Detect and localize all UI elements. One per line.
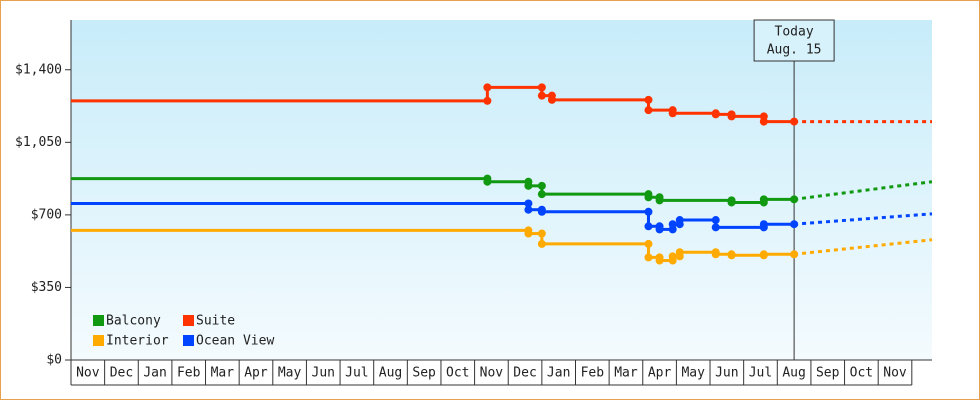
price-point xyxy=(524,205,533,214)
series xyxy=(71,83,932,126)
price-point xyxy=(537,205,546,214)
today-label: Today xyxy=(775,25,814,40)
legend-swatch xyxy=(183,315,194,326)
price-point xyxy=(644,95,653,104)
x-tick-label: Jun xyxy=(715,366,738,381)
x-tick-label: Dec xyxy=(110,366,133,381)
x-tick-label: Nov xyxy=(883,366,907,381)
price-point xyxy=(655,193,664,202)
plot-area xyxy=(71,20,932,360)
x-tick-label: Sep xyxy=(816,366,840,381)
today-box xyxy=(753,19,835,62)
legend-swatch xyxy=(183,335,194,346)
price-point xyxy=(790,250,799,259)
y-tick-label: $700 xyxy=(31,207,62,222)
price-point xyxy=(759,112,768,121)
price-point xyxy=(727,196,736,205)
y-tick-label: $350 xyxy=(31,280,62,295)
forecast-line xyxy=(793,180,933,201)
price-point xyxy=(727,250,736,259)
price-point xyxy=(644,207,653,216)
price-point xyxy=(759,251,768,260)
price-point xyxy=(711,109,720,118)
price-point xyxy=(711,216,720,225)
price-point xyxy=(524,226,533,235)
x-tick-label: Jan xyxy=(143,366,166,381)
x-tick-label: Jul xyxy=(345,366,368,381)
x-tick-label: Jun xyxy=(312,366,335,381)
y-tick-label: $1,050 xyxy=(15,135,62,150)
legend-label: Suite xyxy=(196,314,235,329)
price-point xyxy=(483,83,492,92)
price-point xyxy=(675,252,684,261)
x-tick-label: Jul xyxy=(749,366,772,381)
legend-swatch xyxy=(93,335,104,346)
price-point xyxy=(759,223,768,232)
x-tick-label: Sep xyxy=(412,366,436,381)
x-tick-label: Feb xyxy=(581,366,605,381)
x-tick-label: Apr xyxy=(648,366,672,381)
price-point xyxy=(483,174,492,183)
forecast-line xyxy=(793,212,933,226)
y-tick-label: $0 xyxy=(46,353,62,368)
price-point xyxy=(711,248,720,257)
legend-label: Interior xyxy=(106,334,169,349)
x-tick-label: Feb xyxy=(177,366,201,381)
x-tick-label: Jan xyxy=(547,366,570,381)
price-point xyxy=(644,106,653,115)
x-tick-label: Oct xyxy=(446,366,469,381)
price-point xyxy=(537,229,546,238)
x-tick-label: Apr xyxy=(244,366,268,381)
price-point xyxy=(524,199,533,208)
x-tick-label: Nov xyxy=(480,366,504,381)
legend-label: Ocean View xyxy=(196,334,274,349)
price-point xyxy=(644,239,653,248)
price-point xyxy=(537,83,546,92)
legend-label: Balcony xyxy=(106,314,161,329)
price-point xyxy=(537,181,546,190)
x-tick-label: Dec xyxy=(513,366,536,381)
x-tick-label: May xyxy=(681,366,705,381)
price-point xyxy=(547,91,556,100)
price-point xyxy=(644,222,653,231)
y-tick-label: $1,400 xyxy=(15,62,62,77)
price-point xyxy=(759,198,768,207)
x-tick-label: Mar xyxy=(614,366,638,381)
series xyxy=(71,226,933,265)
price-point xyxy=(483,96,492,105)
price-point xyxy=(668,256,677,265)
price-point xyxy=(537,239,546,248)
price-point xyxy=(524,177,533,186)
price-point xyxy=(675,220,684,229)
x-tick-label: Oct xyxy=(850,366,873,381)
x-tick-label: Nov xyxy=(76,366,100,381)
today-label: Aug. 15 xyxy=(767,43,822,58)
series xyxy=(71,174,933,207)
price-point xyxy=(668,106,677,115)
forecast-line xyxy=(793,238,933,256)
price-point xyxy=(727,110,736,119)
price-point xyxy=(711,223,720,232)
price-point xyxy=(537,190,546,199)
x-tick-label: Aug xyxy=(379,366,402,381)
price-point xyxy=(644,253,653,262)
x-tick-label: Aug xyxy=(782,366,805,381)
price-point xyxy=(537,91,546,100)
x-tick-label: Mar xyxy=(211,366,235,381)
x-tick-label: May xyxy=(278,366,302,381)
price-point xyxy=(655,253,664,262)
price-point xyxy=(644,190,653,199)
legend-swatch xyxy=(93,315,104,326)
series xyxy=(71,199,933,234)
price-point xyxy=(668,225,677,234)
price-point xyxy=(655,222,664,231)
